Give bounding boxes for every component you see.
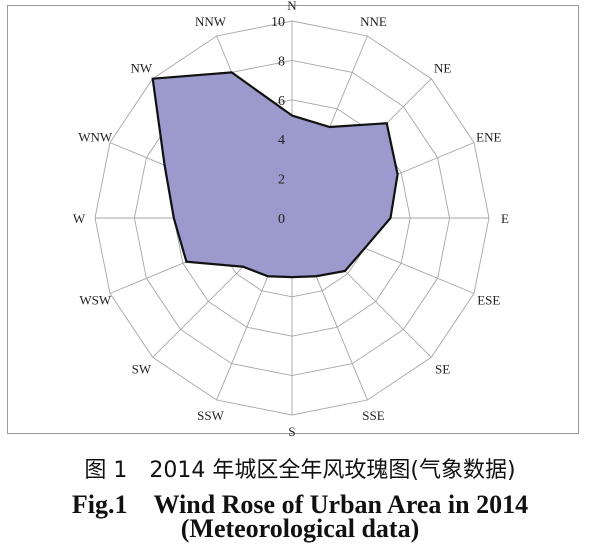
- tick-label: 0: [278, 212, 285, 227]
- direction-labels: N NNE NE ENE E ESE SE SSE S SSW SW WSW W WNW NW NNW: [73, 0, 509, 439]
- tick-labels: 0 2 4 6 8 10: [271, 15, 285, 227]
- caption-english-line-2: (Meteorological data): [180, 514, 420, 543]
- series-area: [151, 71, 399, 279]
- tick-label: 10: [271, 15, 285, 30]
- direction-label-wsw: WSW: [79, 293, 112, 308]
- direction-label-w: W: [73, 211, 86, 226]
- tick-label: 8: [278, 54, 285, 69]
- direction-label-sw: SW: [132, 362, 152, 377]
- direction-label-se: SE: [435, 362, 450, 377]
- direction-label-s: S: [288, 424, 295, 439]
- tick-label: 4: [278, 133, 285, 148]
- data-layer: [151, 71, 399, 279]
- direction-label-sse: SSE: [362, 408, 384, 423]
- direction-label-ssw: SSW: [197, 408, 224, 423]
- direction-label-ne: NE: [434, 60, 451, 75]
- direction-label-nnw: NNW: [195, 14, 227, 29]
- direction-label-n: N: [287, 0, 297, 13]
- direction-label-wnw: WNW: [78, 129, 113, 144]
- caption-english-line-1: Fig.1 Wind Rose of Urban Area in 2014: [71, 490, 529, 519]
- direction-label-nne: NNE: [360, 14, 387, 29]
- tick-label: 6: [278, 94, 285, 109]
- direction-label-nw: NW: [131, 60, 153, 75]
- direction-label-ese: ESE: [477, 293, 500, 308]
- direction-label-e: E: [501, 211, 509, 226]
- direction-label-ene: ENE: [476, 129, 501, 144]
- caption-chinese: 图 1 2014 年城区全年风玫瑰图(气象数据): [84, 458, 516, 483]
- tick-label: 2: [278, 173, 285, 188]
